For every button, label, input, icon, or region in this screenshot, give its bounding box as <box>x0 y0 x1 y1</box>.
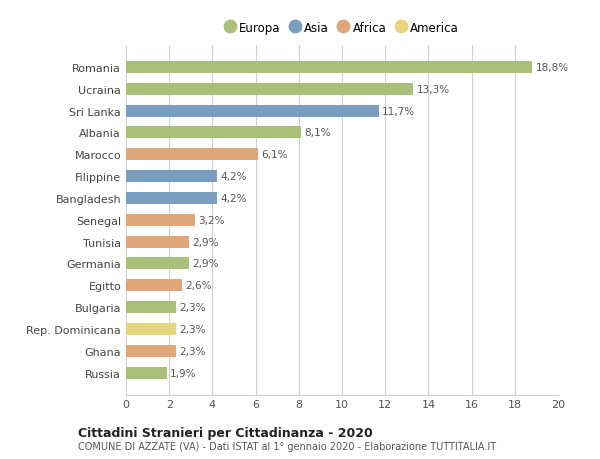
Text: 4,2%: 4,2% <box>220 172 247 182</box>
Legend: Europa, Asia, Africa, America: Europa, Asia, Africa, America <box>220 17 464 39</box>
Bar <box>126 62 532 74</box>
Text: COMUNE DI AZZATE (VA) - Dati ISTAT al 1° gennaio 2020 - Elaborazione TUTTITALIA.: COMUNE DI AZZATE (VA) - Dati ISTAT al 1°… <box>78 441 496 451</box>
Text: 2,9%: 2,9% <box>192 237 218 247</box>
Bar <box>126 84 413 95</box>
Text: 2,3%: 2,3% <box>179 302 205 313</box>
Bar <box>126 280 182 292</box>
Bar <box>126 236 188 248</box>
Bar <box>126 323 176 335</box>
Text: 18,8%: 18,8% <box>535 63 568 73</box>
Text: 8,1%: 8,1% <box>304 128 331 138</box>
Text: 6,1%: 6,1% <box>261 150 287 160</box>
Bar <box>126 258 188 270</box>
Text: 1,9%: 1,9% <box>170 368 197 378</box>
Text: 13,3%: 13,3% <box>416 84 449 95</box>
Bar <box>126 106 379 118</box>
Text: Cittadini Stranieri per Cittadinanza - 2020: Cittadini Stranieri per Cittadinanza - 2… <box>78 426 373 439</box>
Bar <box>126 171 217 183</box>
Text: 2,3%: 2,3% <box>179 346 205 356</box>
Bar <box>126 345 176 357</box>
Text: 3,2%: 3,2% <box>199 215 225 225</box>
Text: 11,7%: 11,7% <box>382 106 415 116</box>
Text: 2,3%: 2,3% <box>179 325 205 334</box>
Text: 4,2%: 4,2% <box>220 194 247 203</box>
Bar <box>126 192 217 205</box>
Bar <box>126 214 195 226</box>
Bar <box>126 302 176 313</box>
Text: 2,9%: 2,9% <box>192 259 218 269</box>
Bar <box>126 127 301 139</box>
Bar <box>126 149 258 161</box>
Text: 2,6%: 2,6% <box>185 281 212 291</box>
Bar <box>126 367 167 379</box>
